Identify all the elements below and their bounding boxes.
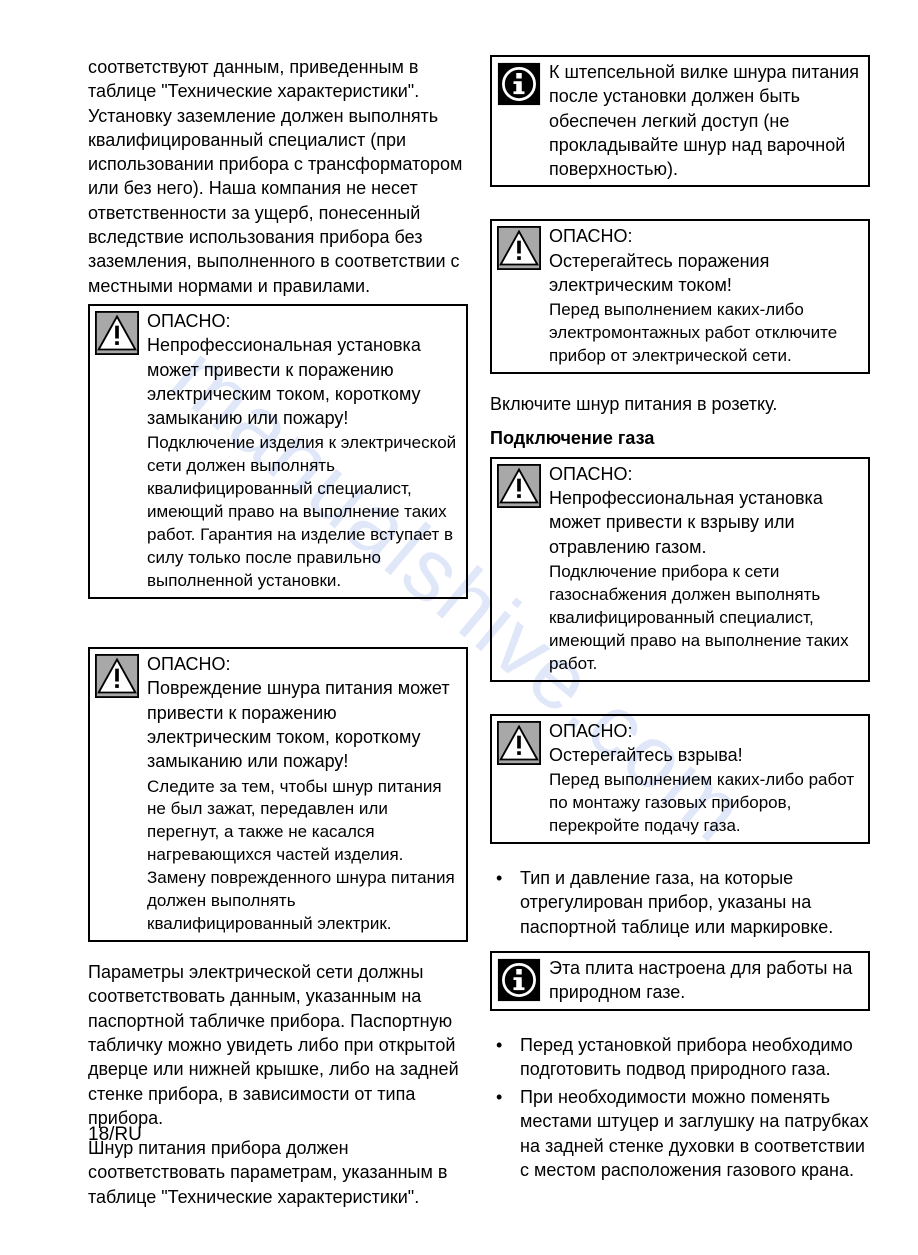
bullet-list-1: • Тип и давление газа, на которые отрегу… (490, 866, 870, 943)
warning-3-body: ОПАСНО: Остерегайтесь поражения электрич… (549, 221, 868, 372)
warning-lead: Непрофессиональная установка может приве… (549, 486, 862, 559)
bullet-icon: • (490, 1033, 520, 1057)
warning-4-body: ОПАСНО: Непрофессиональная установка мож… (549, 459, 868, 680)
outro-paragraph-1: Параметры электрической сети должны соот… (88, 960, 468, 1130)
warning-title: ОПАСНО: (147, 652, 460, 676)
warning-icon (495, 224, 543, 272)
info-box-2: Эта плита настроена для работы на природ… (490, 951, 870, 1011)
warning-5-body: ОПАСНО: Остерегайтесь взрыва! Перед выпо… (549, 716, 868, 842)
list-item: • Тип и давление газа, на которые отрегу… (490, 866, 870, 939)
bullet-icon: • (490, 1085, 520, 1109)
info-text: Эта плита настроена для работы на природ… (549, 956, 862, 1005)
warning-lead: Повреждение шнура питания может привести… (147, 676, 460, 773)
intro-paragraph: соответствуют данным, приведенным в табл… (88, 55, 468, 298)
warning-1-body: ОПАСНО: Непрофессиональная установка мож… (147, 306, 466, 597)
list-item: • При необходимости можно поменять места… (490, 1085, 870, 1182)
info-box-1: К штепсельной вилке шнура питания после … (490, 55, 870, 187)
bullet-list-2: • Перед установкой прибора необходимо по… (490, 1033, 870, 1187)
left-column: соответствуют данным, приведенным в табл… (88, 55, 468, 1215)
warning-lead: Непрофессиональная установка может приве… (147, 333, 460, 430)
warning-box-5: ОПАСНО: Остерегайтесь взрыва! Перед выпо… (490, 714, 870, 844)
warning-icon (495, 462, 543, 510)
warning-lead: Остерегайтесь взрыва! (549, 743, 862, 767)
gas-heading: Подключение газа (490, 426, 870, 450)
warning-title: ОПАСНО: (549, 224, 862, 248)
warning-icon (495, 719, 543, 767)
warning-title: ОПАСНО: (147, 309, 460, 333)
warning-detail: Перед выполнением каких-либо работ по мо… (549, 769, 862, 838)
bullet-text: Перед установкой прибора необходимо подг… (520, 1033, 870, 1082)
list-item: • Перед установкой прибора необходимо по… (490, 1033, 870, 1082)
warning-title: ОПАСНО: (549, 462, 862, 486)
warning-box-1: ОПАСНО: Непрофессиональная установка мож… (88, 304, 468, 599)
warning-detail: Подключение прибора к сети газоснабжения… (549, 561, 862, 676)
warning-box-2: ОПАСНО: Повреждение шнура питания может … (88, 647, 468, 942)
info-text: К штепсельной вилке шнура питания после … (549, 60, 862, 181)
info-icon (495, 956, 543, 1004)
info-2-body: Эта плита настроена для работы на природ… (549, 953, 868, 1009)
outro-paragraph-2: Шнур питания прибора должен соответствов… (88, 1136, 468, 1209)
info-1-body: К штепсельной вилке шнура питания после … (549, 57, 868, 185)
warning-2-body: ОПАСНО: Повреждение шнура питания может … (147, 649, 466, 940)
warning-box-4: ОПАСНО: Непрофессиональная установка мож… (490, 457, 870, 682)
bullet-icon: • (490, 866, 520, 890)
warning-icon (93, 309, 141, 357)
warning-lead: Остерегайтесь поражения электрическим то… (549, 249, 862, 298)
bullet-text: При необходимости можно поменять местами… (520, 1085, 870, 1182)
warning-detail: Следите за тем, чтобы шнур питания не бы… (147, 776, 460, 937)
warning-box-3: ОПАСНО: Остерегайтесь поражения электрич… (490, 219, 870, 374)
page-content: соответствуют данным, приведенным в табл… (0, 0, 918, 1255)
warning-detail: Подключение изделия к электрической сети… (147, 432, 460, 593)
warning-title: ОПАСНО: (549, 719, 862, 743)
info-icon (495, 60, 543, 108)
warning-detail: Перед выполнением каких-либо электромонт… (549, 299, 862, 368)
bullet-text: Тип и давление газа, на которые отрегули… (520, 866, 870, 939)
plug-text: Включите шнур питания в розетку. (490, 392, 870, 416)
right-column: К штепсельной вилке шнура питания после … (490, 55, 870, 1215)
warning-icon (93, 652, 141, 700)
